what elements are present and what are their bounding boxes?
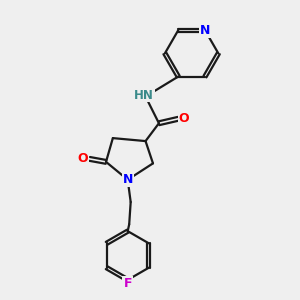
Text: N: N <box>122 173 133 186</box>
Text: N: N <box>200 24 210 37</box>
Text: F: F <box>124 277 132 290</box>
Text: HN: HN <box>134 88 154 101</box>
Text: O: O <box>78 152 88 165</box>
Text: O: O <box>179 112 190 125</box>
